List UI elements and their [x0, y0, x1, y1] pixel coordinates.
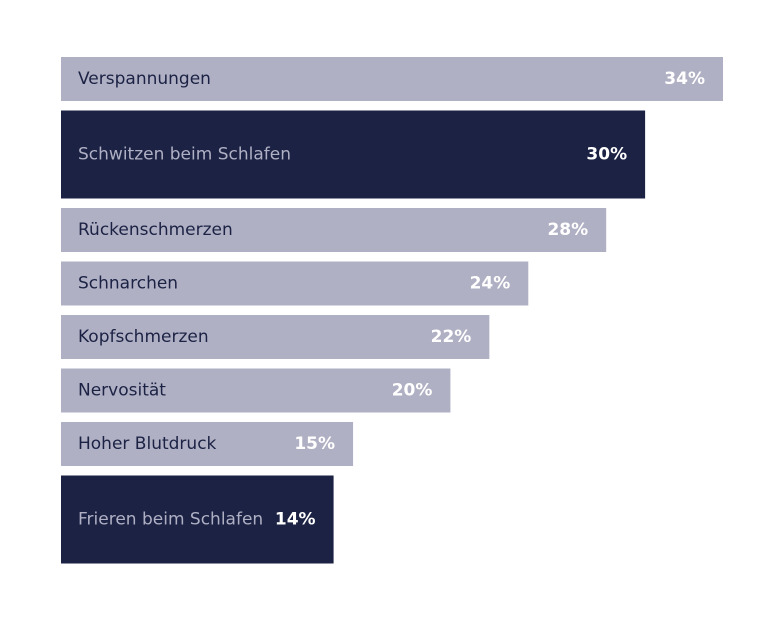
category-label: Kopfschmerzen: [78, 327, 209, 347]
value-label: 22%: [431, 327, 472, 347]
value-label: 28%: [547, 220, 588, 240]
bar: [61, 422, 354, 466]
category-label: Rückenschmerzen: [78, 220, 233, 240]
bar: [61, 261, 529, 306]
category-label: Nervosität: [78, 381, 166, 401]
value-label: 34%: [664, 69, 705, 89]
bar: [61, 110, 646, 199]
bar: [61, 208, 607, 252]
value-label: 20%: [392, 381, 433, 401]
value-label: 15%: [294, 434, 335, 454]
category-label: Schnarchen: [78, 274, 178, 294]
category-label: Hoher Blutdruck: [78, 434, 217, 454]
category-label: Schwitzen beim Schlafen: [78, 145, 291, 165]
value-label: 14%: [275, 510, 316, 530]
value-label: 24%: [470, 274, 511, 294]
value-label: 30%: [586, 145, 627, 165]
bar: [61, 57, 723, 101]
bar: [61, 475, 334, 564]
category-label: Frieren beim Schlafen: [78, 510, 263, 530]
bar: [61, 368, 451, 413]
bar: [61, 315, 490, 359]
category-label: Verspannungen: [78, 69, 211, 89]
